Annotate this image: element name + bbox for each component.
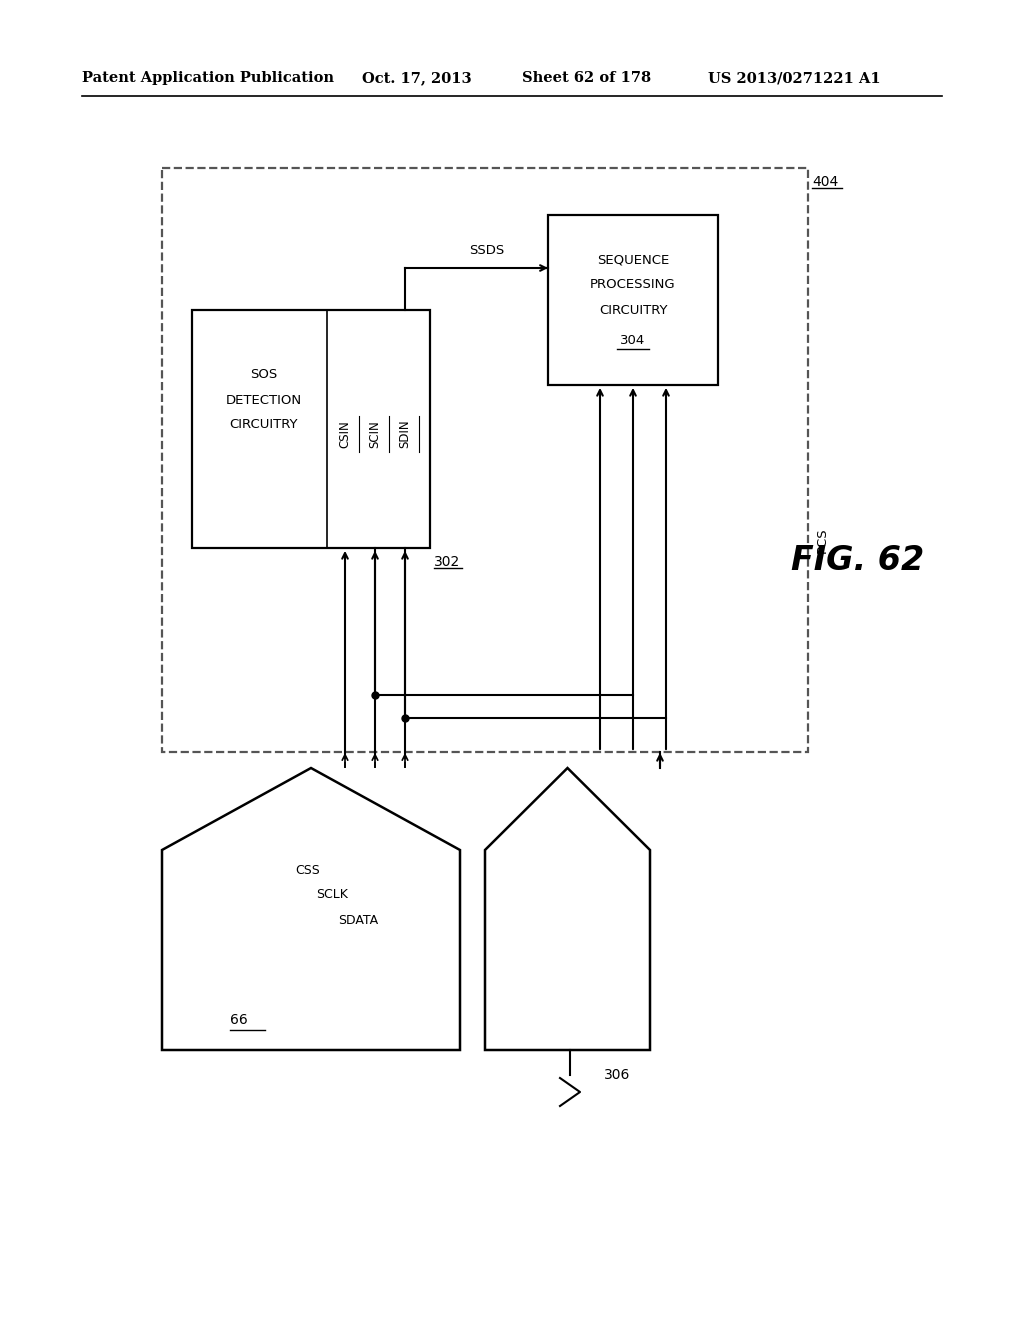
Text: PROCESSING: PROCESSING (590, 279, 676, 292)
Text: CIRCUITRY: CIRCUITRY (599, 304, 668, 317)
Text: SOS: SOS (250, 368, 278, 381)
Text: Patent Application Publication: Patent Application Publication (82, 71, 334, 84)
Text: 66: 66 (230, 1012, 248, 1027)
Text: CSS: CSS (295, 863, 319, 876)
Text: CSIN: CSIN (339, 420, 351, 447)
Text: Sheet 62 of 178: Sheet 62 of 178 (522, 71, 651, 84)
Bar (548, 215, 718, 385)
Text: 306: 306 (604, 1068, 631, 1082)
Text: 304: 304 (621, 334, 645, 347)
Text: SCLK: SCLK (316, 888, 348, 902)
Text: SEQUENCE: SEQUENCE (597, 253, 669, 267)
Text: US 2013/0271221 A1: US 2013/0271221 A1 (708, 71, 881, 84)
Text: SDATA: SDATA (338, 913, 378, 927)
Text: SDIN: SDIN (398, 420, 412, 449)
Text: 302: 302 (434, 554, 460, 569)
Text: Oct. 17, 2013: Oct. 17, 2013 (362, 71, 472, 84)
Text: SCIN: SCIN (369, 420, 382, 447)
Text: SSDS: SSDS (469, 243, 504, 256)
Text: FIG. 62: FIG. 62 (792, 544, 925, 577)
Text: DETECTION: DETECTION (225, 393, 301, 407)
Text: 404: 404 (812, 176, 839, 189)
Text: CIRCUITRY: CIRCUITRY (229, 418, 298, 432)
Bar (193, 310, 430, 548)
Text: PCS: PCS (815, 527, 828, 553)
Bar (162, 168, 808, 752)
